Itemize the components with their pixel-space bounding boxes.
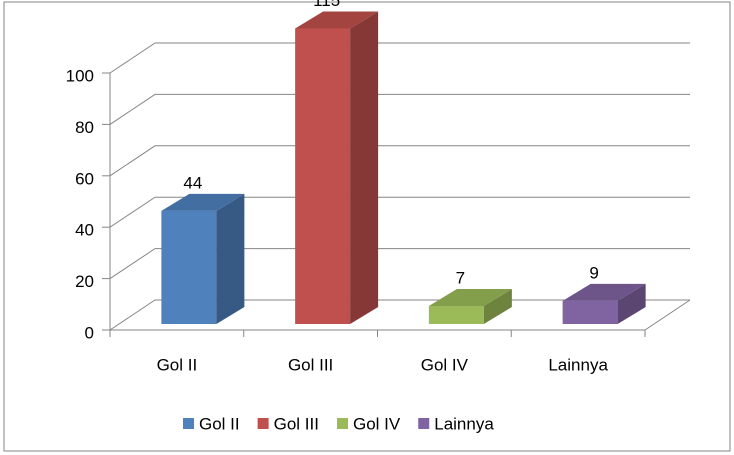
x-tick-label: Gol III [288,355,333,374]
legend-label: Gol II [199,414,240,433]
bar [295,11,379,324]
data-label: 7 [456,268,465,287]
bar-top [562,283,646,301]
bar [428,289,512,324]
bar-top [428,289,512,307]
y-tick-label: 20 [75,272,94,291]
x-tick-label: Gol II [157,355,198,374]
legend-swatch [183,418,194,429]
y-tick-label: 100 [66,66,94,85]
bar [161,193,245,324]
bar-side [483,289,512,324]
bar-front [562,300,618,324]
y-tick-label: 40 [75,221,94,240]
data-label: 9 [589,263,598,282]
bar-side [350,11,379,324]
y-tick-label: 0 [85,323,94,342]
x-tick-label: Lainnya [548,355,608,374]
bar-front [295,28,351,324]
y-tick-label: 80 [75,118,94,137]
grid-line [109,145,690,177]
legend-label: Gol IV [353,414,401,433]
data-label: 44 [183,173,202,192]
data-label: 115 [313,0,340,10]
bar-top [161,193,245,211]
grid-line [109,93,690,125]
bar-front [161,210,217,324]
bar-side [617,283,646,324]
legend-label: Lainnya [434,414,494,433]
legend-swatch [257,418,269,429]
bar [562,283,646,324]
bar-front [428,306,484,324]
bar-side [216,193,245,324]
legend-swatch [418,418,430,429]
bar-top [295,11,379,29]
grid-line [109,248,690,280]
legend-swatch [336,418,348,429]
grid-line [109,196,690,228]
x-tick-label: Gol IV [421,355,469,374]
legend-label: Gol III [274,414,319,433]
grid-line [109,42,690,74]
y-tick-label: 60 [75,169,94,188]
